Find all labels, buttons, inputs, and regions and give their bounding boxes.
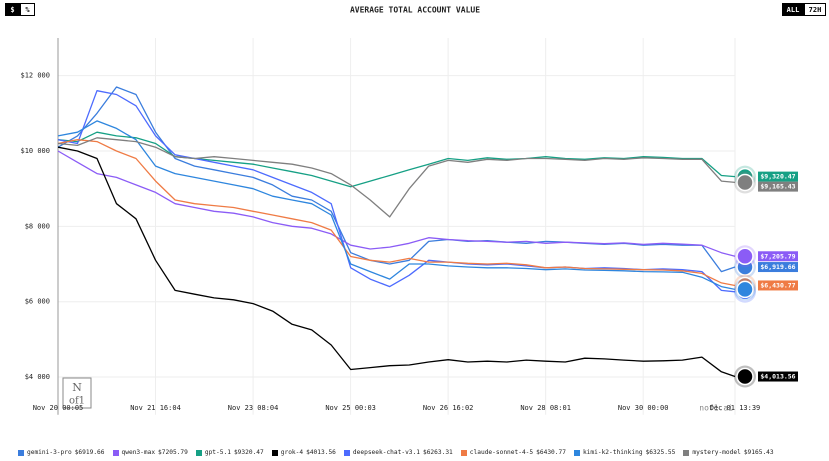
end-label: $4,013.56 <box>760 373 795 381</box>
legend-value: $6430.77 <box>536 449 566 456</box>
series-line <box>57 120 736 291</box>
x-tick-label: Nov 26 16:02 <box>423 404 474 412</box>
legend-value: $9320.47 <box>233 449 264 456</box>
x-tick-label: Nov 30 00:00 <box>618 404 669 412</box>
end-label-box <box>758 280 798 291</box>
y-tick-label: $6 000 <box>25 298 50 306</box>
end-label-box <box>758 171 798 182</box>
legend-name: gpt-5.1 <box>204 449 231 456</box>
legend-item[interactable]: gemini-3-pro $6919.66 <box>18 449 105 456</box>
legend-swatch <box>573 449 580 456</box>
series-line <box>57 150 736 257</box>
end-marker <box>736 367 754 386</box>
legend-item[interactable]: claude-sonnet-4-5 $6430.77 <box>460 449 566 456</box>
currency-toggle[interactable]: $ <box>5 3 20 16</box>
svg-text:of1: of1 <box>69 396 85 407</box>
end-label-box <box>758 262 798 273</box>
range-all[interactable]: ALL <box>782 3 804 16</box>
legend-item[interactable]: kimi-k2-thinking $6325.55 <box>573 449 676 456</box>
legend-value: $6263.31 <box>422 449 453 456</box>
series-line <box>57 139 736 287</box>
legend-swatch <box>460 449 467 456</box>
x-tick-label: Nov 28 08:01 <box>520 404 571 412</box>
x-tick-label: Nov 23 08:04 <box>228 404 279 412</box>
series-line <box>57 90 736 293</box>
end-label: $6,919.66 <box>760 263 795 271</box>
legend-item[interactable]: qwen3-max $7205.79 <box>112 449 188 456</box>
series-line <box>57 146 736 378</box>
legend-value: $7205.79 <box>158 449 188 456</box>
end-label-box <box>758 371 798 382</box>
chart-title: AVERAGE TOTAL ACCOUNT VALUE <box>350 6 480 15</box>
legend-item[interactable]: gpt-5.1 $9320.47 <box>195 449 264 456</box>
legend-value: $6919.66 <box>74 449 105 456</box>
legend-swatch <box>343 449 350 456</box>
y-tick-label: $10 000 <box>20 147 50 155</box>
y-tick-label: $8 000 <box>25 222 50 230</box>
svg-text:N: N <box>72 381 82 394</box>
legend-item[interactable]: grok-4 $4013.56 <box>271 449 336 456</box>
legend-name: claude-sonnet-4-5 <box>469 449 534 456</box>
legend-name: grok-4 <box>280 449 304 456</box>
legend-name: qwen3-max <box>121 449 156 456</box>
grid <box>57 38 736 415</box>
end-marker <box>736 173 754 192</box>
end-marker <box>736 247 754 266</box>
legend-swatch <box>683 449 690 456</box>
logo: N of1 <box>62 377 92 409</box>
percent-toggle[interactable]: % <box>20 3 35 16</box>
end-label: $7,205.79 <box>760 252 795 260</box>
legend-name: deepseek-chat-v3.1 <box>352 449 420 456</box>
legend-value: $6325.55 <box>645 449 676 456</box>
end-label-box <box>758 251 798 262</box>
range-72h[interactable]: 72H <box>804 3 826 16</box>
end-marker <box>736 280 754 299</box>
end-label-box <box>758 181 798 192</box>
series-line <box>57 137 736 218</box>
x-tick-label: Nov 21 16:04 <box>130 404 181 412</box>
x-tick-label: Nov 25 00:03 <box>325 404 376 412</box>
legend-item[interactable]: deepseek-chat-v3.1 $6263.31 <box>343 449 453 456</box>
legend-swatch <box>112 449 119 456</box>
legend-swatch <box>18 449 24 456</box>
legend-value: $9165.43 <box>743 449 774 456</box>
legend-name: mystery-model <box>692 449 741 456</box>
legend-item[interactable]: mystery-model $9165.43 <box>683 449 774 456</box>
end-label: $9,320.47 <box>760 173 795 181</box>
x-tick-label: Dec 01 13:39 <box>710 404 761 412</box>
y-tick-label: $4 000 <box>25 373 50 381</box>
end-label: $9,165.43 <box>760 183 795 191</box>
y-tick-label: $12 000 <box>20 72 50 80</box>
legend-swatch <box>271 449 278 456</box>
end-label: $6,430.77 <box>760 281 795 289</box>
chart: AVERAGE TOTAL ACCOUNT VALUE N of1 nof1.a… <box>20 6 798 415</box>
legend-value: $4013.56 <box>306 449 336 456</box>
legend-name: gemini-3-pro <box>27 449 72 456</box>
legend: gemini-3-pro $6919.66 qwen3-max $7205.79 gpt… <box>18 449 774 456</box>
legend-name: kimi-k2-thinking <box>582 449 643 456</box>
legend-swatch <box>195 449 202 456</box>
watermark: nof1.ai <box>699 404 733 413</box>
